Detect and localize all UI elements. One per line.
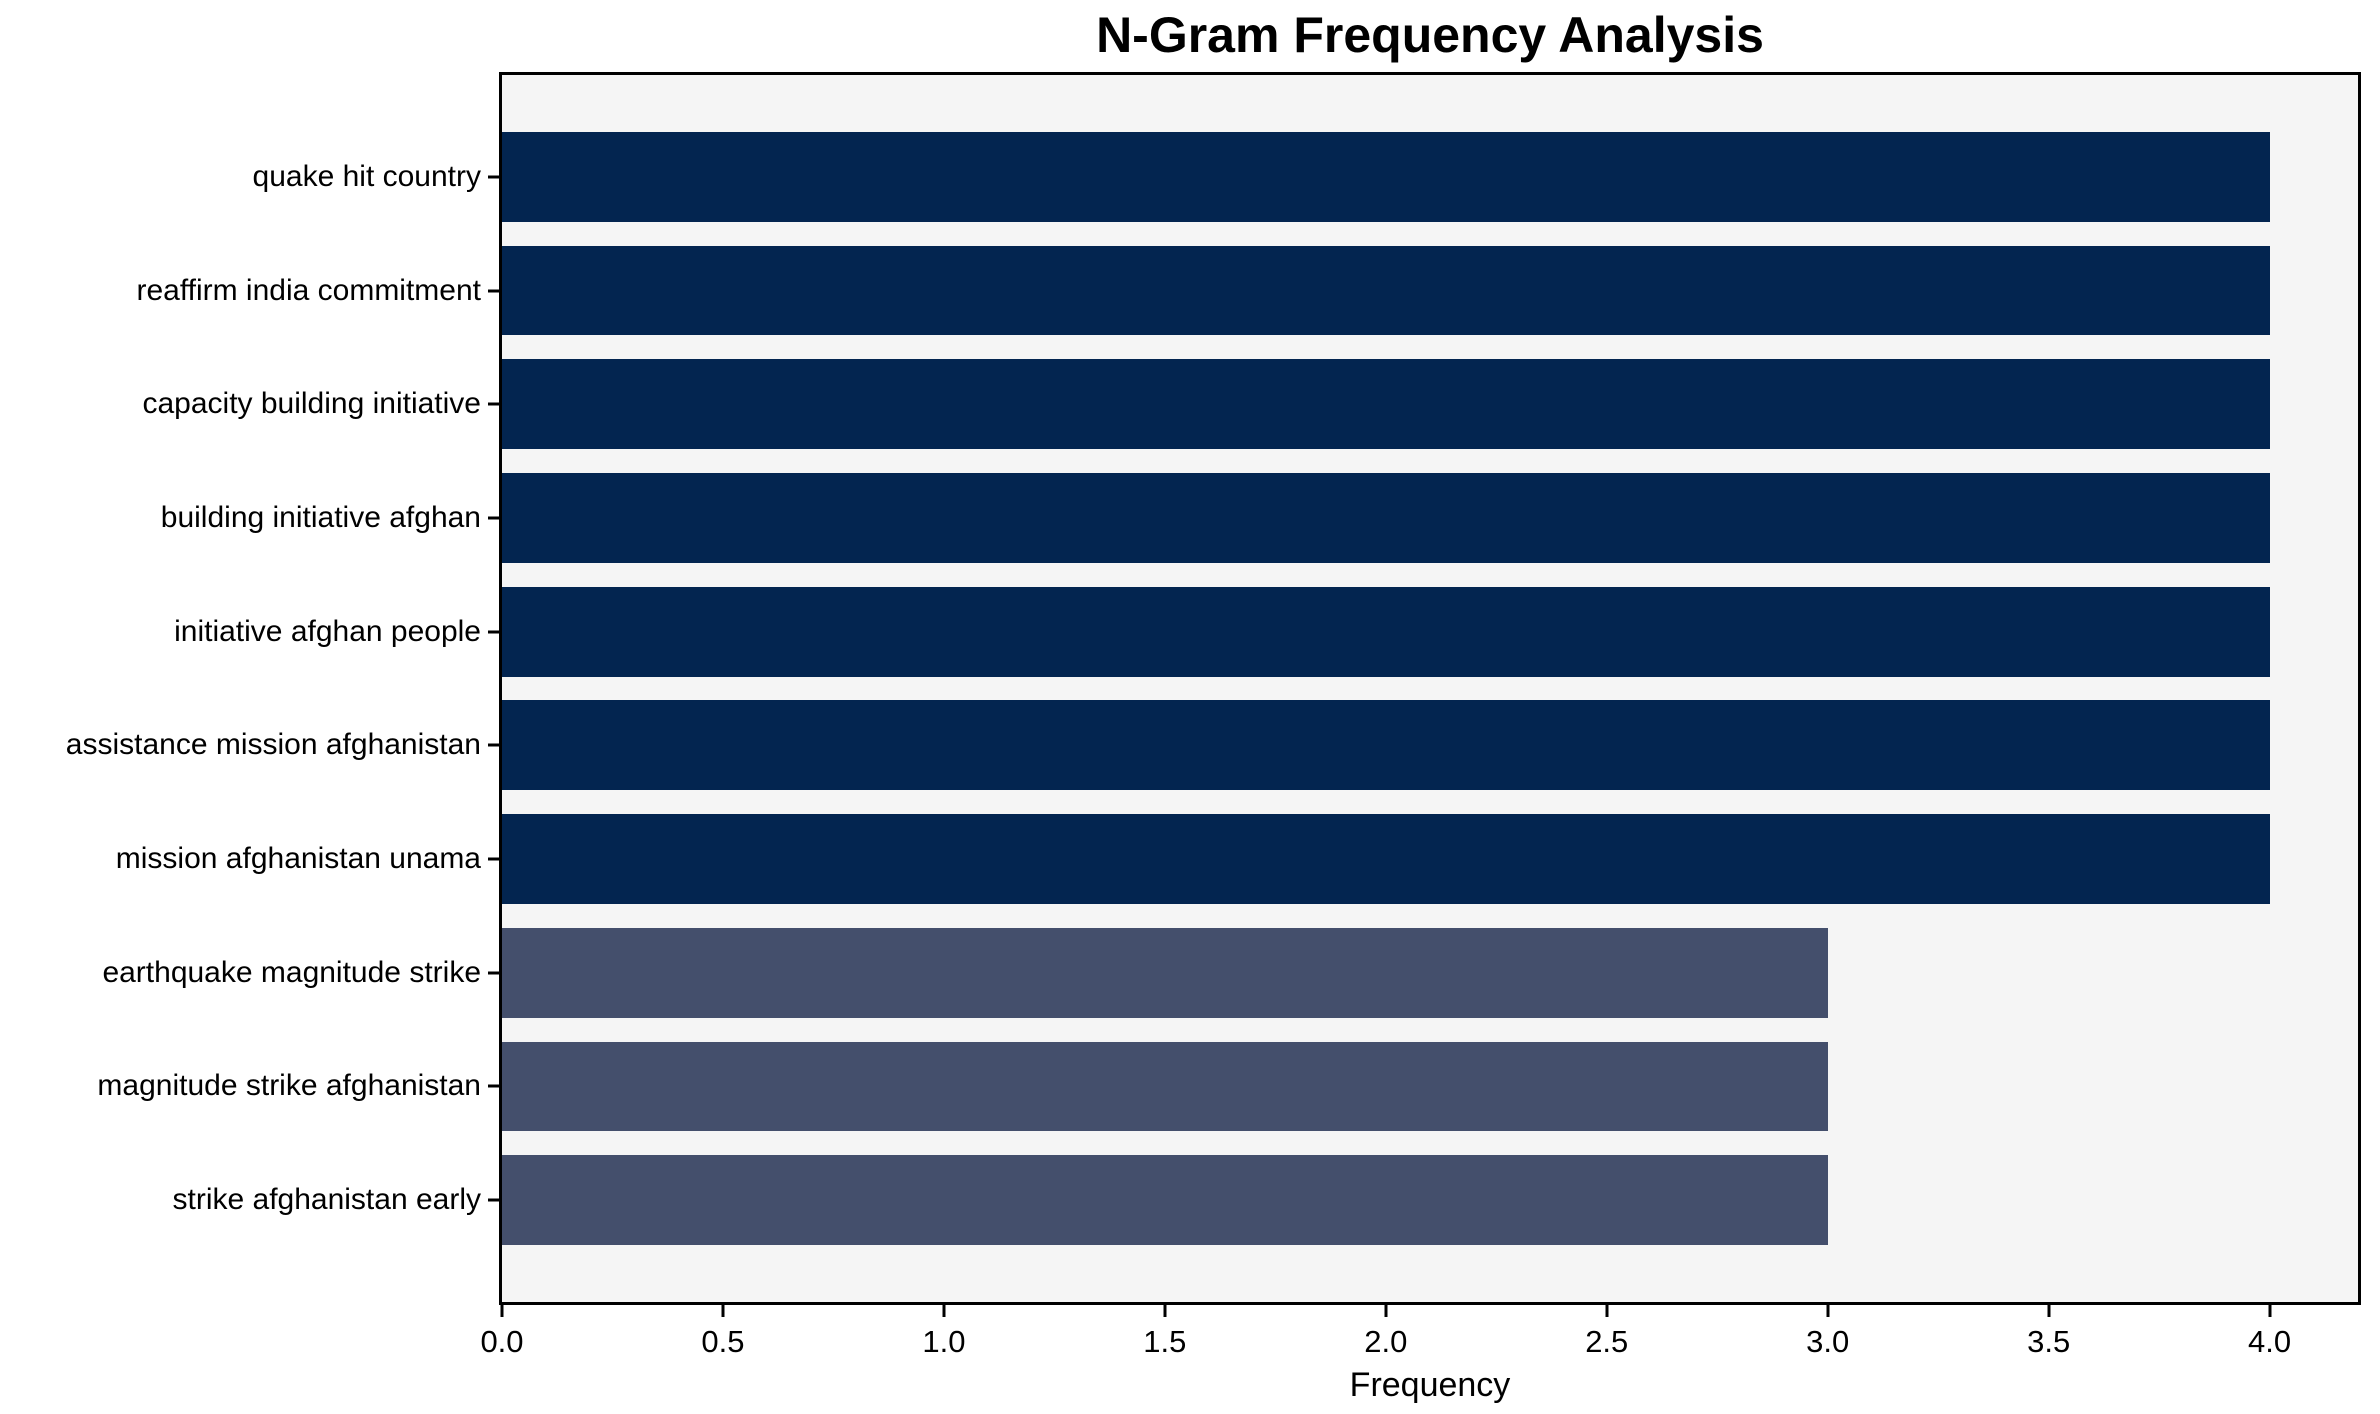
x-tick-label: 2.0 [1364,1324,1408,1359]
x-tick-mark [1163,1305,1167,1317]
bar-row: assistance mission afghanistan [66,689,2358,803]
x-tick-label: 1.5 [1143,1324,1187,1359]
bar-row: magnitude strike afghanistan [97,1030,2358,1144]
x-tick-mark [1605,1305,1609,1317]
bar [502,814,2270,904]
y-tick-mark [488,402,499,406]
bar [502,131,2270,222]
bar-row: strike afghanistan early [173,1143,2358,1257]
y-tick-label: strike afghanistan early [172,1183,482,1217]
y-tick-label: mission afghanistan unama [115,842,481,876]
x-tick-mark [942,1305,946,1317]
x-tick-mark [721,1305,725,1317]
y-tick-mark [488,743,499,747]
bar-row: earthquake magnitude strike [102,916,2358,1030]
x-tick-label: 3.5 [2027,1324,2071,1359]
y-tick-mark [488,971,499,975]
x-tick-mark [1826,1305,1830,1317]
bar [502,700,2270,791]
bar [502,1155,1828,1246]
y-tick-mark [488,516,499,520]
bar-row: capacity building initiative [142,347,2358,461]
y-tick-label: earthquake magnitude strike [102,955,481,989]
bar [502,359,2270,450]
bar [502,1041,1828,1132]
y-tick-mark [488,289,499,293]
y-tick-mark [488,175,499,179]
x-tick-mark [1384,1305,1388,1317]
x-tick-mark [500,1305,504,1317]
y-tick-mark [488,630,499,634]
x-axis-label: Frequency [1349,1366,1511,1404]
y-tick-mark [488,1084,499,1088]
bar-row: building initiative afghan [161,461,2358,575]
x-tick-label: 3.0 [1806,1324,1850,1359]
y-tick-label: reaffirm india commitment [136,273,481,307]
x-tick-label: 4.0 [2248,1324,2292,1359]
x-tick-label: 1.0 [922,1324,966,1359]
plot-area: quake hit country reaffirm india commitme… [66,72,2361,1404]
bar [502,245,2270,336]
chart-title: N-Gram Frequency Analysis [1096,7,1764,63]
x-tick-label: 2.5 [1585,1324,1629,1359]
y-tick-label: assistance mission afghanistan [65,728,481,762]
y-tick-label: initiative afghan people [174,614,481,648]
y-tick-label: quake hit country [252,159,481,193]
x-tick-mark [2268,1305,2272,1317]
y-tick-label: capacity building initiative [142,387,481,421]
y-tick-mark [488,1198,499,1202]
bar-row: initiative afghan people [174,575,2358,689]
bar [502,586,2270,677]
bar [502,473,2270,563]
bar-row: mission afghanistan unama [116,802,2358,916]
y-tick-label: magnitude strike afghanistan [97,1069,481,1103]
bar-row: reaffirm india commitment [136,234,2358,348]
y-tick-label: building initiative afghan [160,500,481,534]
x-tick-label: 0.0 [480,1324,524,1359]
x-tick-label: 0.5 [701,1324,745,1359]
bar-row: quake hit country [253,120,2358,234]
x-tick-mark [2047,1305,2051,1317]
y-tick-mark [488,857,499,861]
bar [502,927,1828,1018]
bars-container: quake hit country reaffirm india commitme… [66,75,2358,1302]
